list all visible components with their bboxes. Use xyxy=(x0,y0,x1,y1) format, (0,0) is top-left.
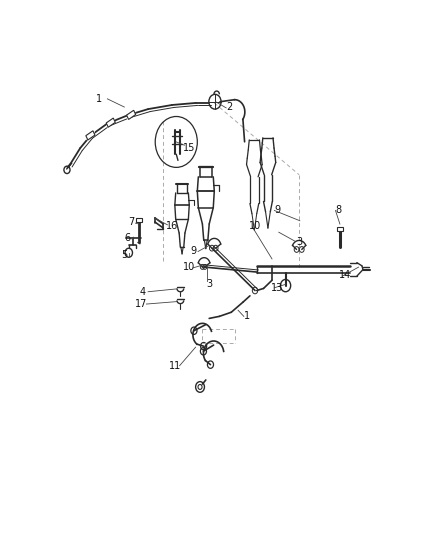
Text: 10: 10 xyxy=(249,221,261,231)
Bar xyxy=(136,218,141,222)
Text: 14: 14 xyxy=(339,270,351,280)
Text: 9: 9 xyxy=(274,205,280,215)
Text: 11: 11 xyxy=(169,361,181,370)
Text: 4: 4 xyxy=(140,287,146,297)
Text: 7: 7 xyxy=(128,217,134,227)
Text: 2: 2 xyxy=(226,102,233,112)
Bar xyxy=(127,110,136,119)
Text: 1: 1 xyxy=(96,94,102,104)
Bar xyxy=(337,227,343,231)
Bar xyxy=(86,131,95,140)
Text: 15: 15 xyxy=(183,143,195,153)
Text: 10: 10 xyxy=(183,262,195,272)
Text: 13: 13 xyxy=(271,282,283,293)
Text: 1: 1 xyxy=(244,311,250,321)
Text: 6: 6 xyxy=(125,233,131,244)
Text: 5: 5 xyxy=(121,250,127,260)
Text: 3: 3 xyxy=(296,238,302,247)
Text: 3: 3 xyxy=(206,279,212,288)
Text: 16: 16 xyxy=(166,221,178,231)
Circle shape xyxy=(196,382,205,392)
Text: 9: 9 xyxy=(191,246,197,256)
Text: 17: 17 xyxy=(135,299,148,309)
Text: 8: 8 xyxy=(335,205,341,215)
Bar xyxy=(106,118,115,127)
